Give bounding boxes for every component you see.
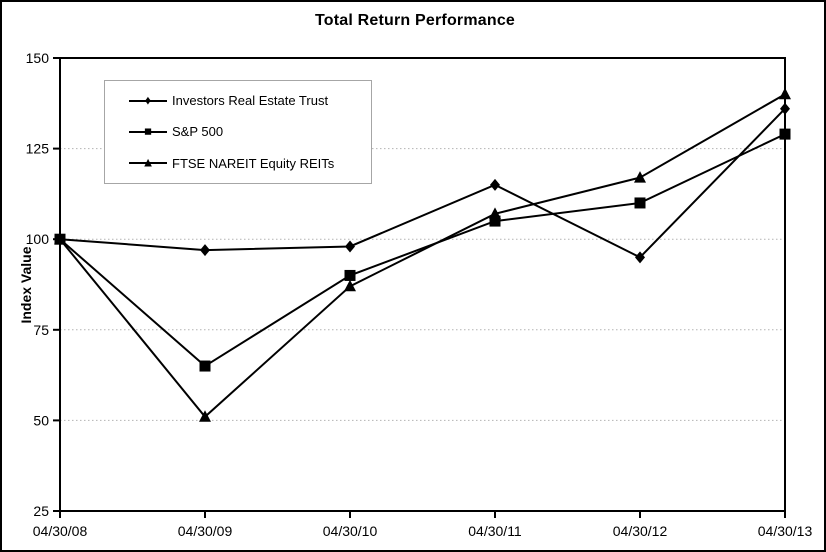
- x-tick-label: 04/30/10: [323, 523, 378, 539]
- triangle-marker: [344, 279, 356, 292]
- square-marker: [779, 128, 791, 140]
- x-tick-label: 04/30/11: [468, 523, 522, 539]
- square-marker: [489, 215, 501, 227]
- triangle-marker: [634, 171, 646, 183]
- square-marker: [54, 233, 66, 245]
- square-marker: [634, 197, 646, 209]
- diamond-marker: [780, 102, 790, 115]
- legend-item-sp-500: ■ S&P 500: [129, 118, 371, 146]
- y-tick-label: 50: [33, 412, 49, 428]
- square-marker: [344, 269, 356, 281]
- y-tick-label: 25: [33, 503, 49, 519]
- x-tick-label: 04/30/08: [33, 523, 88, 539]
- legend: ♦ Investors Real Estate Trust ■ S&P 500 …: [104, 80, 372, 184]
- series-line-1: [59, 133, 786, 368]
- x-tick-label: 04/30/09: [178, 523, 233, 539]
- series-line-2: [59, 93, 786, 419]
- chart-title: Total Return Performance: [314, 12, 516, 29]
- legend-label: S&P 500: [172, 124, 224, 140]
- diamond-marker: [635, 251, 645, 264]
- triangle-marker: [779, 87, 791, 100]
- diamond-marker: [490, 178, 500, 191]
- legend-item-investors-real-estate-trust: ♦ Investors Real Estate Trust: [129, 87, 371, 115]
- axis-frame: [59, 57, 786, 512]
- series-line-0: [59, 108, 786, 259]
- diamond-marker: [345, 240, 355, 253]
- x-tick-label: 04/30/13: [758, 523, 813, 539]
- triangle-marker: [199, 410, 211, 422]
- y-tick-label: 75: [33, 322, 49, 338]
- y-tick-label: 100: [26, 231, 50, 247]
- y-tick-label: 125: [26, 141, 50, 157]
- legend-label: Investors Real Estate Trust: [172, 93, 329, 109]
- x-tick-label: 04/30/12: [613, 523, 668, 539]
- triangle-marker-icon: ▲: [129, 155, 167, 171]
- y-tick-label: 150: [26, 50, 50, 66]
- diamond-marker: [200, 244, 210, 257]
- diamond-marker-icon: ♦: [129, 92, 167, 109]
- square-marker-icon: ■: [129, 123, 167, 140]
- square-marker: [199, 360, 211, 372]
- legend-item-ftse-nareit-equity-reits: ▲ FTSE NAREIT Equity REITs: [129, 149, 371, 177]
- legend-label: FTSE NAREIT Equity REITs: [172, 155, 335, 171]
